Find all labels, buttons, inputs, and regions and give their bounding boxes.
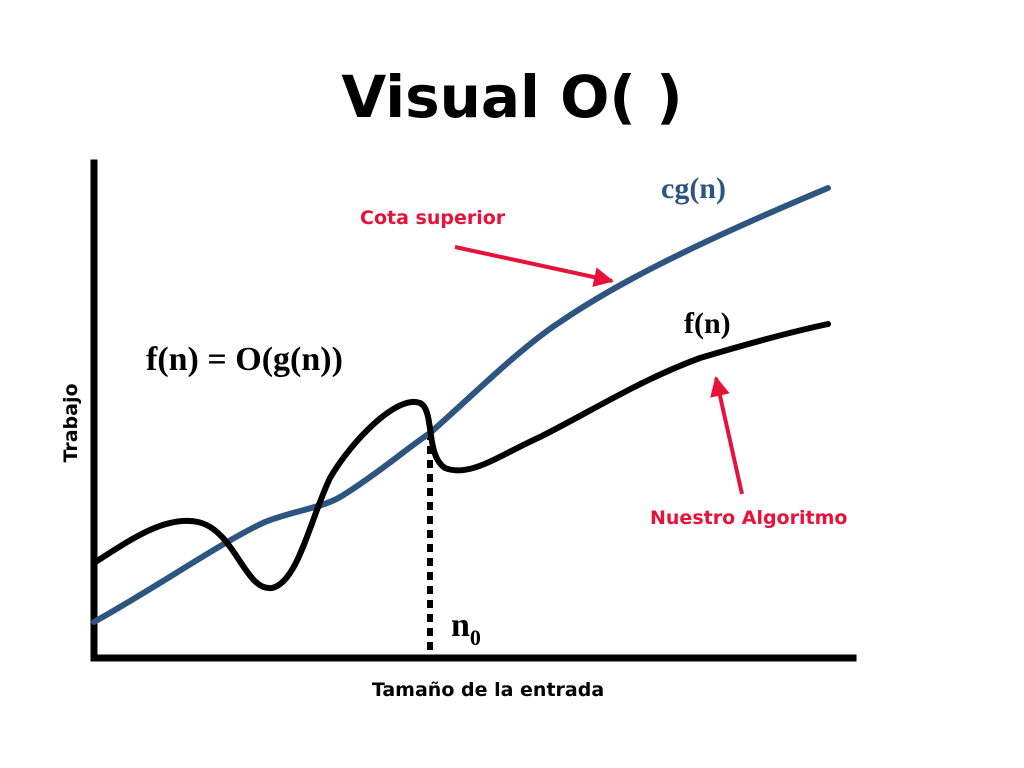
n0-base: n xyxy=(451,607,470,644)
equation-label: f(n) = O(g(n)) xyxy=(146,341,343,378)
cg-curve xyxy=(91,185,831,625)
algorithm-arrow-icon xyxy=(710,376,744,495)
cg-label: cg(n) xyxy=(661,172,726,205)
f-curve xyxy=(91,321,831,592)
n0-subscript: 0 xyxy=(470,625,481,650)
y-axis-label: Trabajo xyxy=(60,383,82,462)
f-label: f(n) xyxy=(684,307,731,340)
slide-title: Visual O( ) xyxy=(341,63,682,131)
algorithm-note: Nuestro Algoritmo xyxy=(650,507,847,529)
upper-bound-note: Cota superior xyxy=(360,207,506,229)
x-axis-label: Tamaño de la entrada xyxy=(372,679,604,701)
n0-label: n0 xyxy=(451,607,481,650)
upper-bound-arrow-icon xyxy=(454,245,614,287)
axes xyxy=(90,159,857,662)
